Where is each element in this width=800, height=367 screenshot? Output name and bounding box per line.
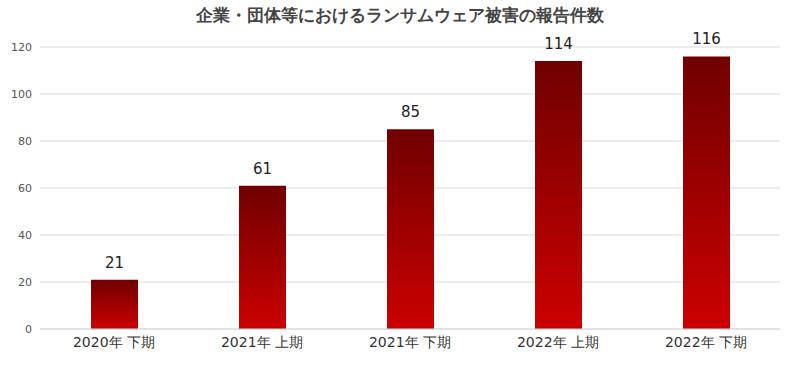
html-text:企業・団体等におけるランサムウェア被害の報告件数: 企業・団体等におけるランサムウェア被害の報告件数: [196, 5, 604, 25]
svg-text:40: 40: [18, 229, 32, 242]
svg-text:20: 20: [18, 276, 32, 289]
svg-text:85: 85: [401, 103, 420, 121]
svg-text:0: 0: [25, 323, 32, 336]
svg-text:21: 21: [105, 254, 124, 272]
svg-text:2020年 下期: 2020年 下期: [73, 334, 155, 350]
svg-text:116: 116: [692, 30, 721, 48]
svg-text:2022年 下期: 2022年 下期: [665, 334, 747, 350]
svg-text:100: 100: [11, 88, 32, 101]
svg-text:2022年 上期: 2022年 上期: [517, 334, 599, 350]
svg-text:2021年 下期: 2021年 下期: [369, 334, 451, 350]
svg-text:120: 120: [11, 41, 32, 54]
svg-text:60: 60: [18, 182, 32, 195]
svg-text:61: 61: [253, 160, 272, 178]
svg-text:114: 114: [544, 35, 573, 53]
svg-text:80: 80: [18, 135, 32, 148]
svg-text:2021年 上期: 2021年 上期: [221, 334, 303, 350]
